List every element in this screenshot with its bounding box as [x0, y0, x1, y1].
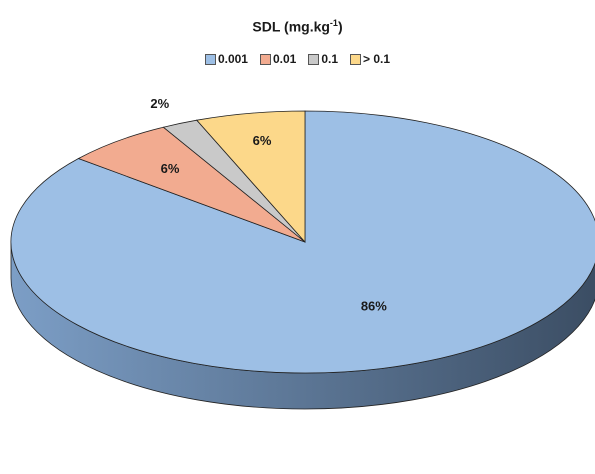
legend-item-gt01: > 0.1 — [350, 52, 390, 66]
legend: 0.001 0.01 0.1 > 0.1 — [0, 52, 595, 66]
legend-swatch-001 — [259, 53, 271, 65]
legend-swatch-01 — [308, 53, 320, 65]
legend-swatch-gt01 — [350, 53, 362, 65]
legend-item-001: 0.01 — [259, 52, 297, 66]
data-label-001: 6% — [161, 161, 180, 176]
legend-item-01: 0.1 — [308, 52, 338, 66]
data-label-01: 2% — [150, 96, 169, 111]
chart-title-main: SDL (mg.kg — [252, 18, 330, 35]
pie-slice-gt01 — [195, 110, 306, 244]
pie-slices — [10, 110, 595, 374]
legend-label-gt01: > 0.1 — [363, 52, 391, 66]
legend-label-0001: 0.001 — [217, 52, 248, 66]
data-label-gt01: 6% — [253, 133, 272, 148]
chart-title-superscript: -1 — [329, 18, 338, 28]
chart-title-end: ) — [337, 18, 343, 35]
data-label-0001: 86% — [361, 299, 387, 314]
pie-slice-0001 — [10, 110, 595, 374]
chart-title: SDL (mg.kg-1) — [0, 18, 595, 35]
legend-swatch-0001 — [204, 53, 216, 65]
legend-label-001: 0.01 — [272, 52, 297, 66]
legend-item-0001: 0.001 — [204, 52, 248, 66]
legend-label-01: 0.1 — [321, 52, 339, 66]
pie-data-labels: 86% 6% 2% 6% — [150, 96, 387, 314]
